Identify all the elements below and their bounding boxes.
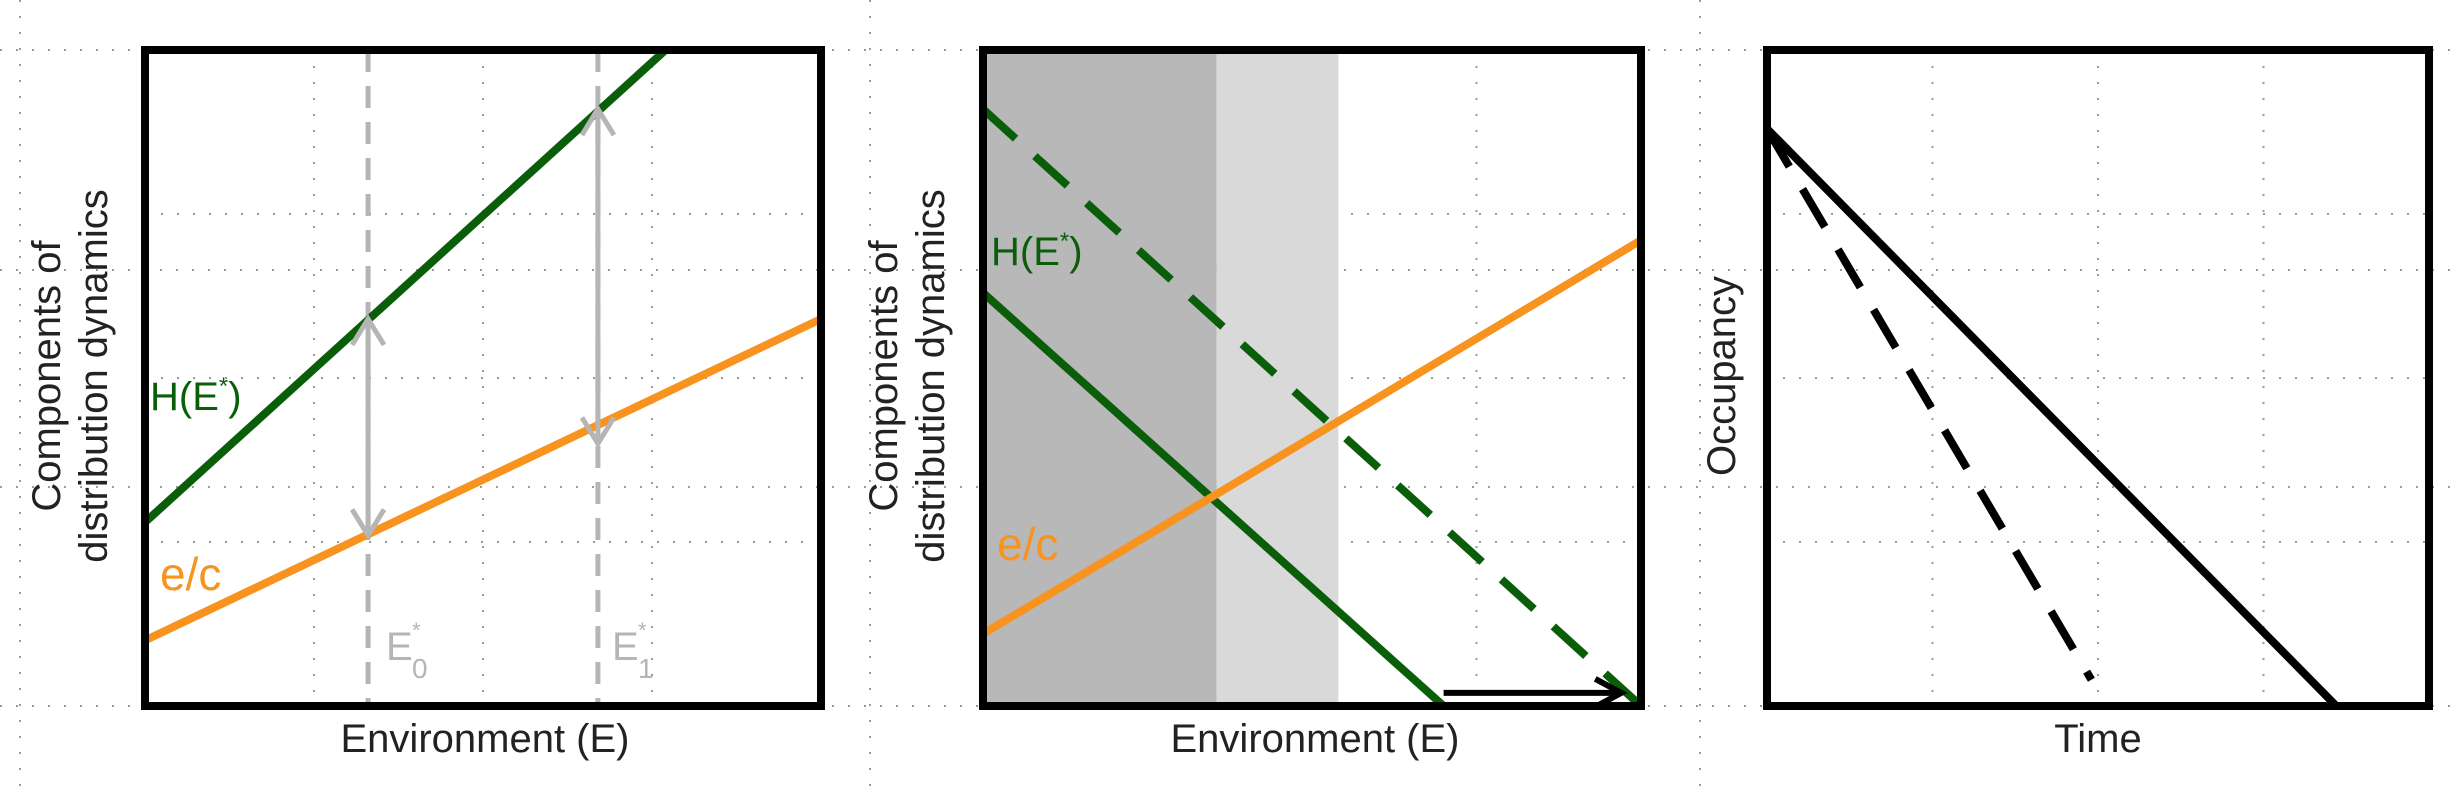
panel-right-y-axis-label: Occupancy: [1700, 276, 1744, 476]
panel-middle-x-axis-label: Environment (E): [1171, 717, 1460, 761]
panel-left-y-axis-label-line1: Components of: [25, 239, 69, 511]
series-line: [1767, 125, 2340, 706]
panel-right-lines: [1767, 125, 2340, 706]
panel-middle-h-label: H(E*): [991, 228, 1083, 274]
panel-left-ec-label: e/c: [160, 548, 221, 600]
series-line: [983, 236, 1641, 638]
distance-arrow-tail-head: [349, 314, 387, 347]
panel-left-e1-label: E* 1: [612, 618, 654, 684]
panel-left: Environment (E) Components of distributi…: [25, 46, 825, 761]
panel-middle-ec-label: e/c: [997, 518, 1058, 570]
panel-right-grid: [1767, 50, 2429, 706]
panel-middle: Environment (E) Components of distributi…: [862, 46, 1645, 761]
panel-middle-lines: [983, 106, 1641, 706]
shaded-region: [983, 50, 1217, 706]
panel-right-x-axis-label: Time: [2054, 717, 2141, 761]
distance-arrow-head: [349, 508, 387, 541]
series-line: [1767, 126, 2095, 682]
panel-border: [1763, 46, 2433, 710]
panel-right-frame: [1763, 46, 2433, 710]
panel-middle-shades: [983, 50, 1339, 706]
panel-left-arrows: [349, 104, 617, 541]
distance-arrow-head: [579, 104, 617, 137]
panel-border: [979, 46, 1645, 710]
panel-border: [141, 46, 825, 710]
series-line: [145, 50, 669, 526]
series-line: [145, 315, 821, 645]
panel-middle-y-axis-label-line1: Components of: [862, 239, 906, 511]
panel-left-grid: [145, 50, 821, 706]
panel-left-frame: [141, 46, 825, 710]
panel-left-e0-label: E* 0: [386, 618, 428, 684]
panel-left-lines: [145, 50, 821, 645]
series-line: [983, 106, 1641, 706]
panel-left-h-label: H(E*): [150, 373, 242, 419]
distance-arrow-tail-head: [579, 416, 617, 449]
panel-left-y-axis-label-line2: distribution dynamics: [72, 189, 116, 563]
panel-middle-y-axis-label-line2: distribution dynamics: [909, 189, 953, 563]
shaded-region: [1216, 50, 1339, 706]
panel-middle-frame: [979, 46, 1645, 710]
panel-right: Time Occupancy: [1700, 46, 2433, 761]
panel-left-x-axis-label: Environment (E): [341, 717, 630, 761]
